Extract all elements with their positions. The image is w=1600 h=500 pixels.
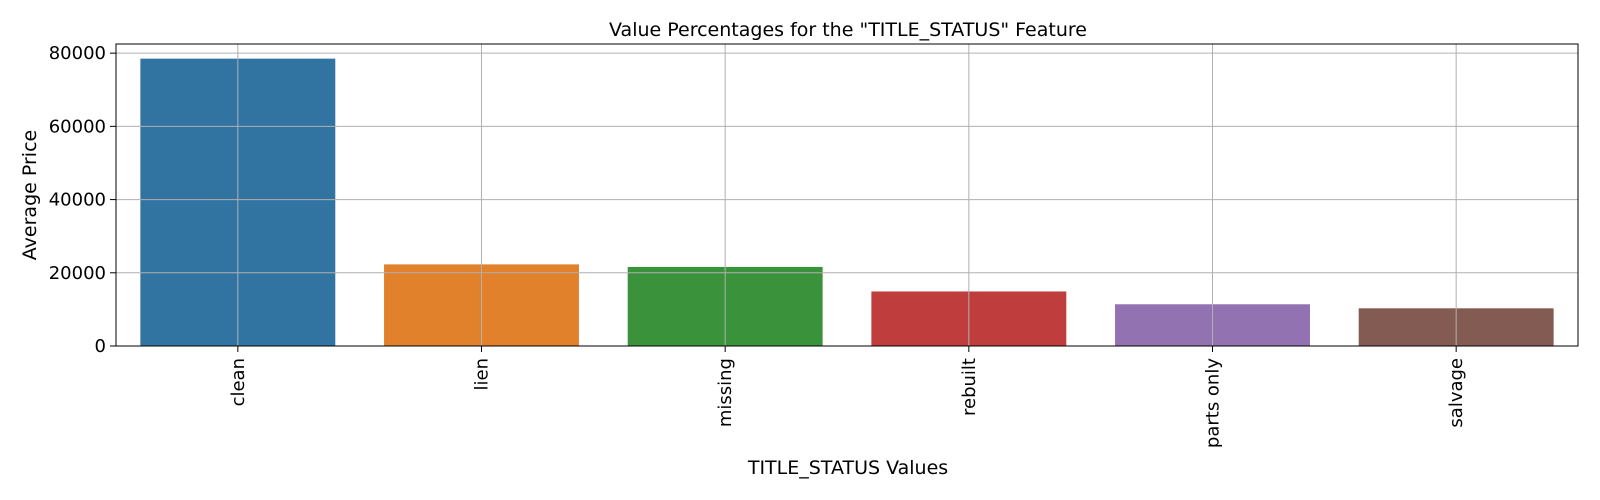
y-tick-label: 20000 bbox=[49, 263, 106, 284]
x-tick-label: lien bbox=[472, 358, 493, 390]
x-tick-label: rebuilt bbox=[959, 358, 980, 416]
y-tick-label: 60000 bbox=[49, 116, 106, 137]
plot-frame bbox=[115, 43, 1579, 347]
x-tick-label: parts only bbox=[1203, 358, 1224, 448]
axes: 0 20000 40000 60000 80000 clean lien missing reb… bbox=[49, 43, 1579, 448]
x-axis-label: TITLE_STATUS Values bbox=[747, 457, 948, 479]
chart-title: Value Percentages for the "TITLE_STATUS"… bbox=[609, 19, 1087, 41]
x-tick-label: clean bbox=[228, 358, 249, 406]
y-tick-label: 80000 bbox=[49, 43, 106, 64]
y-axis-label: Average Price bbox=[19, 130, 41, 260]
y-tick-label: 0 bbox=[95, 336, 106, 357]
x-tick-label: salvage bbox=[1446, 358, 1467, 428]
x-tick-label: missing bbox=[715, 358, 736, 427]
bars bbox=[140, 58, 1554, 346]
y-tick-label: 40000 bbox=[49, 190, 106, 211]
